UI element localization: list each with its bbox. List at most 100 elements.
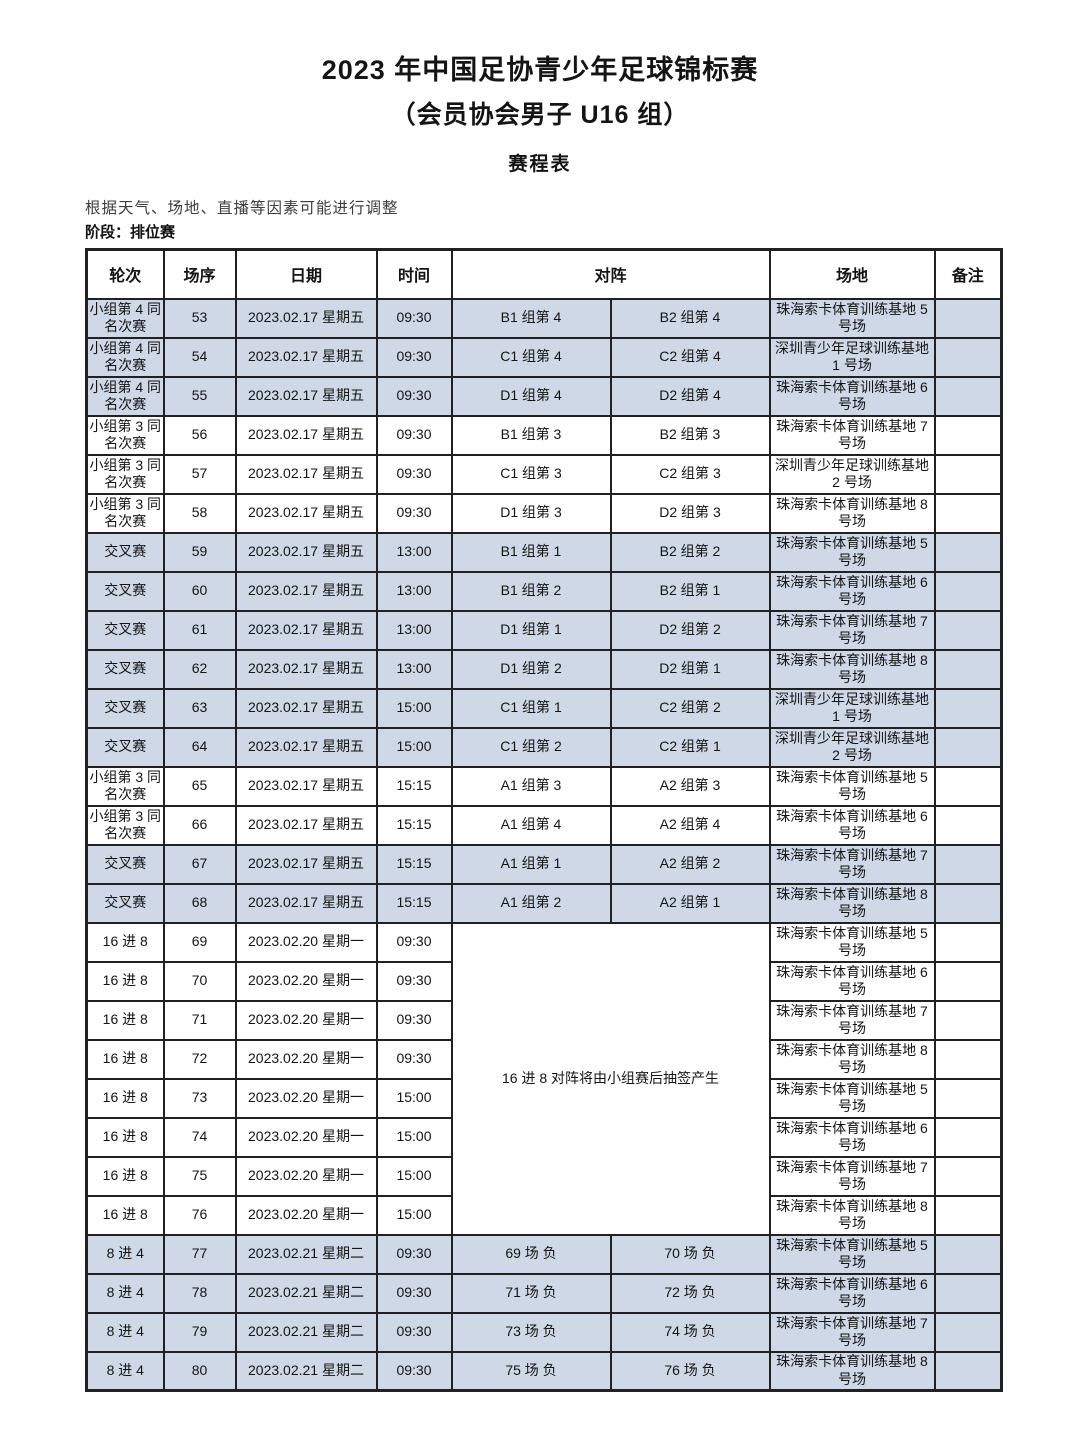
date-cell: 2023.02.21 星期二	[234, 1350, 378, 1392]
date-cell: 2023.02.21 星期二	[234, 1272, 378, 1314]
round-cell: 8 进 4	[85, 1233, 165, 1275]
schedule-table: 轮次 场序 日期 时间 对阵 场地 备注 小组第 4 同名次赛 53 2023.02…	[85, 248, 1004, 1392]
round-cell: 16 进 8	[85, 921, 165, 963]
venue-cell: 珠海索卡体育训练基地 8 号场	[768, 882, 936, 924]
match-no-cell: 69	[162, 921, 237, 963]
table-row: 小组第 3 同名次赛 57 2023.02.17 星期五 09:30 C1 组第 3 C2…	[85, 453, 1003, 495]
match-no-cell: 55	[162, 375, 237, 417]
date-cell: 2023.02.17 星期五	[234, 336, 378, 378]
away-cell: 74 场 负	[609, 1311, 771, 1353]
venue-cell: 珠海索卡体育训练基地 6 号场	[768, 960, 936, 1002]
col-header-matchup: 对阵	[450, 248, 771, 300]
match-no-cell: 74	[162, 1116, 237, 1158]
match-no-cell: 67	[162, 843, 237, 885]
table-row: 16 进 8 71 2023.02.20 星期一 09:30 珠海索卡体育训练基地 7 …	[85, 999, 1003, 1041]
round-cell: 小组第 3 同名次赛	[85, 414, 165, 456]
remark-cell	[933, 1194, 1003, 1236]
round-cell: 交叉赛	[85, 726, 165, 768]
table-row: 交叉赛 59 2023.02.17 星期五 13:00 B1 组第 1 B2 组第 2 珠海…	[85, 531, 1003, 573]
venue-cell: 珠海索卡体育训练基地 7 号场	[768, 1311, 936, 1353]
round-cell: 交叉赛	[85, 609, 165, 651]
date-cell: 2023.02.17 星期五	[234, 609, 378, 651]
home-cell: A1 组第 4	[450, 804, 612, 846]
time-cell: 15:00	[375, 1116, 453, 1158]
round-cell: 交叉赛	[85, 531, 165, 573]
home-cell: A1 组第 3	[450, 765, 612, 807]
table-row: 8 进 4 78 2023.02.21 星期二 09:30 71 场 负 72 场 负珠海…	[85, 1272, 1003, 1314]
remark-cell	[933, 297, 1003, 339]
remark-cell	[933, 1233, 1003, 1275]
home-cell: C1 组第 3	[450, 453, 612, 495]
table-row: 16 进 8 74 2023.02.20 星期一 15:00 珠海索卡体育训练基地 6 …	[85, 1116, 1003, 1158]
table-row: 小组第 3 同名次赛 56 2023.02.17 星期五 09:30 B1 组第 3 B2…	[85, 414, 1003, 456]
match-no-cell: 68	[162, 882, 237, 924]
home-cell: 73 场 负	[450, 1311, 612, 1353]
match-no-cell: 61	[162, 609, 237, 651]
venue-cell: 珠海索卡体育训练基地 7 号场	[768, 609, 936, 651]
time-cell: 09:30	[375, 336, 453, 378]
date-cell: 2023.02.17 星期五	[234, 687, 378, 729]
home-cell: B1 组第 4	[450, 297, 612, 339]
time-cell: 09:30	[375, 414, 453, 456]
match-no-cell: 78	[162, 1272, 237, 1314]
table-header-row: 轮次 场序 日期 时间 对阵 场地 备注	[85, 248, 1003, 300]
venue-cell: 珠海索卡体育训练基地 6 号场	[768, 1272, 936, 1314]
remark-cell	[933, 960, 1003, 1002]
round-cell: 交叉赛	[85, 882, 165, 924]
round-cell: 16 进 8	[85, 999, 165, 1041]
date-cell: 2023.02.17 星期五	[234, 882, 378, 924]
round-cell: 小组第 3 同名次赛	[85, 804, 165, 846]
venue-cell: 珠海索卡体育训练基地 7 号场	[768, 843, 936, 885]
round-cell: 交叉赛	[85, 687, 165, 729]
home-cell: C1 组第 4	[450, 336, 612, 378]
remark-cell	[933, 921, 1003, 963]
adjustment-note: 根据天气、场地、直播等因素可能进行调整	[85, 200, 399, 217]
time-cell: 09:30	[375, 1233, 453, 1275]
table-row: 小组第 4 同名次赛 55 2023.02.17 星期五 09:30 D1 组第 4 D2…	[85, 375, 1003, 417]
col-header-date: 日期	[234, 248, 378, 300]
round-cell: 小组第 3 同名次赛	[85, 765, 165, 807]
date-cell: 2023.02.17 星期五	[234, 804, 378, 846]
time-cell: 09:30	[375, 297, 453, 339]
round-cell: 小组第 4 同名次赛	[85, 375, 165, 417]
stage-label: 阶段：排位赛	[85, 224, 176, 241]
match-no-cell: 62	[162, 648, 237, 690]
match-no-cell: 54	[162, 336, 237, 378]
match-no-cell: 63	[162, 687, 237, 729]
col-header-round: 轮次	[85, 248, 165, 300]
table-row: 小组第 3 同名次赛 58 2023.02.17 星期五 09:30 D1 组第 3 D2…	[85, 492, 1003, 534]
round-cell: 小组第 3 同名次赛	[85, 492, 165, 534]
date-cell: 2023.02.17 星期五	[234, 570, 378, 612]
round-cell: 16 进 8	[85, 1155, 165, 1197]
home-cell: 71 场 负	[450, 1272, 612, 1314]
time-cell: 09:30	[375, 492, 453, 534]
date-cell: 2023.02.20 星期一	[234, 1038, 378, 1080]
remark-cell	[933, 570, 1003, 612]
date-cell: 2023.02.17 星期五	[234, 648, 378, 690]
match-no-cell: 60	[162, 570, 237, 612]
venue-cell: 珠海索卡体育训练基地 5 号场	[768, 765, 936, 807]
away-cell: 70 场 负	[609, 1233, 771, 1275]
time-cell: 09:30	[375, 1350, 453, 1392]
away-cell: B2 组第 2	[609, 531, 771, 573]
match-no-cell: 77	[162, 1233, 237, 1275]
table-row: 8 进 4 77 2023.02.21 星期二 09:30 69 场 负 70 场 负珠海…	[85, 1233, 1003, 1275]
venue-cell: 珠海索卡体育训练基地 5 号场	[768, 1077, 936, 1119]
round-cell: 16 进 8	[85, 1116, 165, 1158]
match-no-cell: 57	[162, 453, 237, 495]
match-no-cell: 71	[162, 999, 237, 1041]
col-header-remark: 备注	[933, 248, 1003, 300]
home-cell: B1 组第 2	[450, 570, 612, 612]
date-cell: 2023.02.20 星期一	[234, 999, 378, 1041]
date-cell: 2023.02.20 星期一	[234, 960, 378, 1002]
time-cell: 09:30	[375, 453, 453, 495]
venue-cell: 珠海索卡体育训练基地 5 号场	[768, 297, 936, 339]
away-cell: A2 组第 1	[609, 882, 771, 924]
away-cell: D2 组第 3	[609, 492, 771, 534]
table-row: 16 进 8 75 2023.02.20 星期一 15:00 珠海索卡体育训练基地 7 …	[85, 1155, 1003, 1197]
remark-cell	[933, 882, 1003, 924]
round-cell: 8 进 4	[85, 1272, 165, 1314]
schedule-table-body: 小组第 4 同名次赛 53 2023.02.17 星期五 09:30 B1 组第 4 B2…	[85, 297, 1003, 1392]
away-cell: C2 组第 1	[609, 726, 771, 768]
